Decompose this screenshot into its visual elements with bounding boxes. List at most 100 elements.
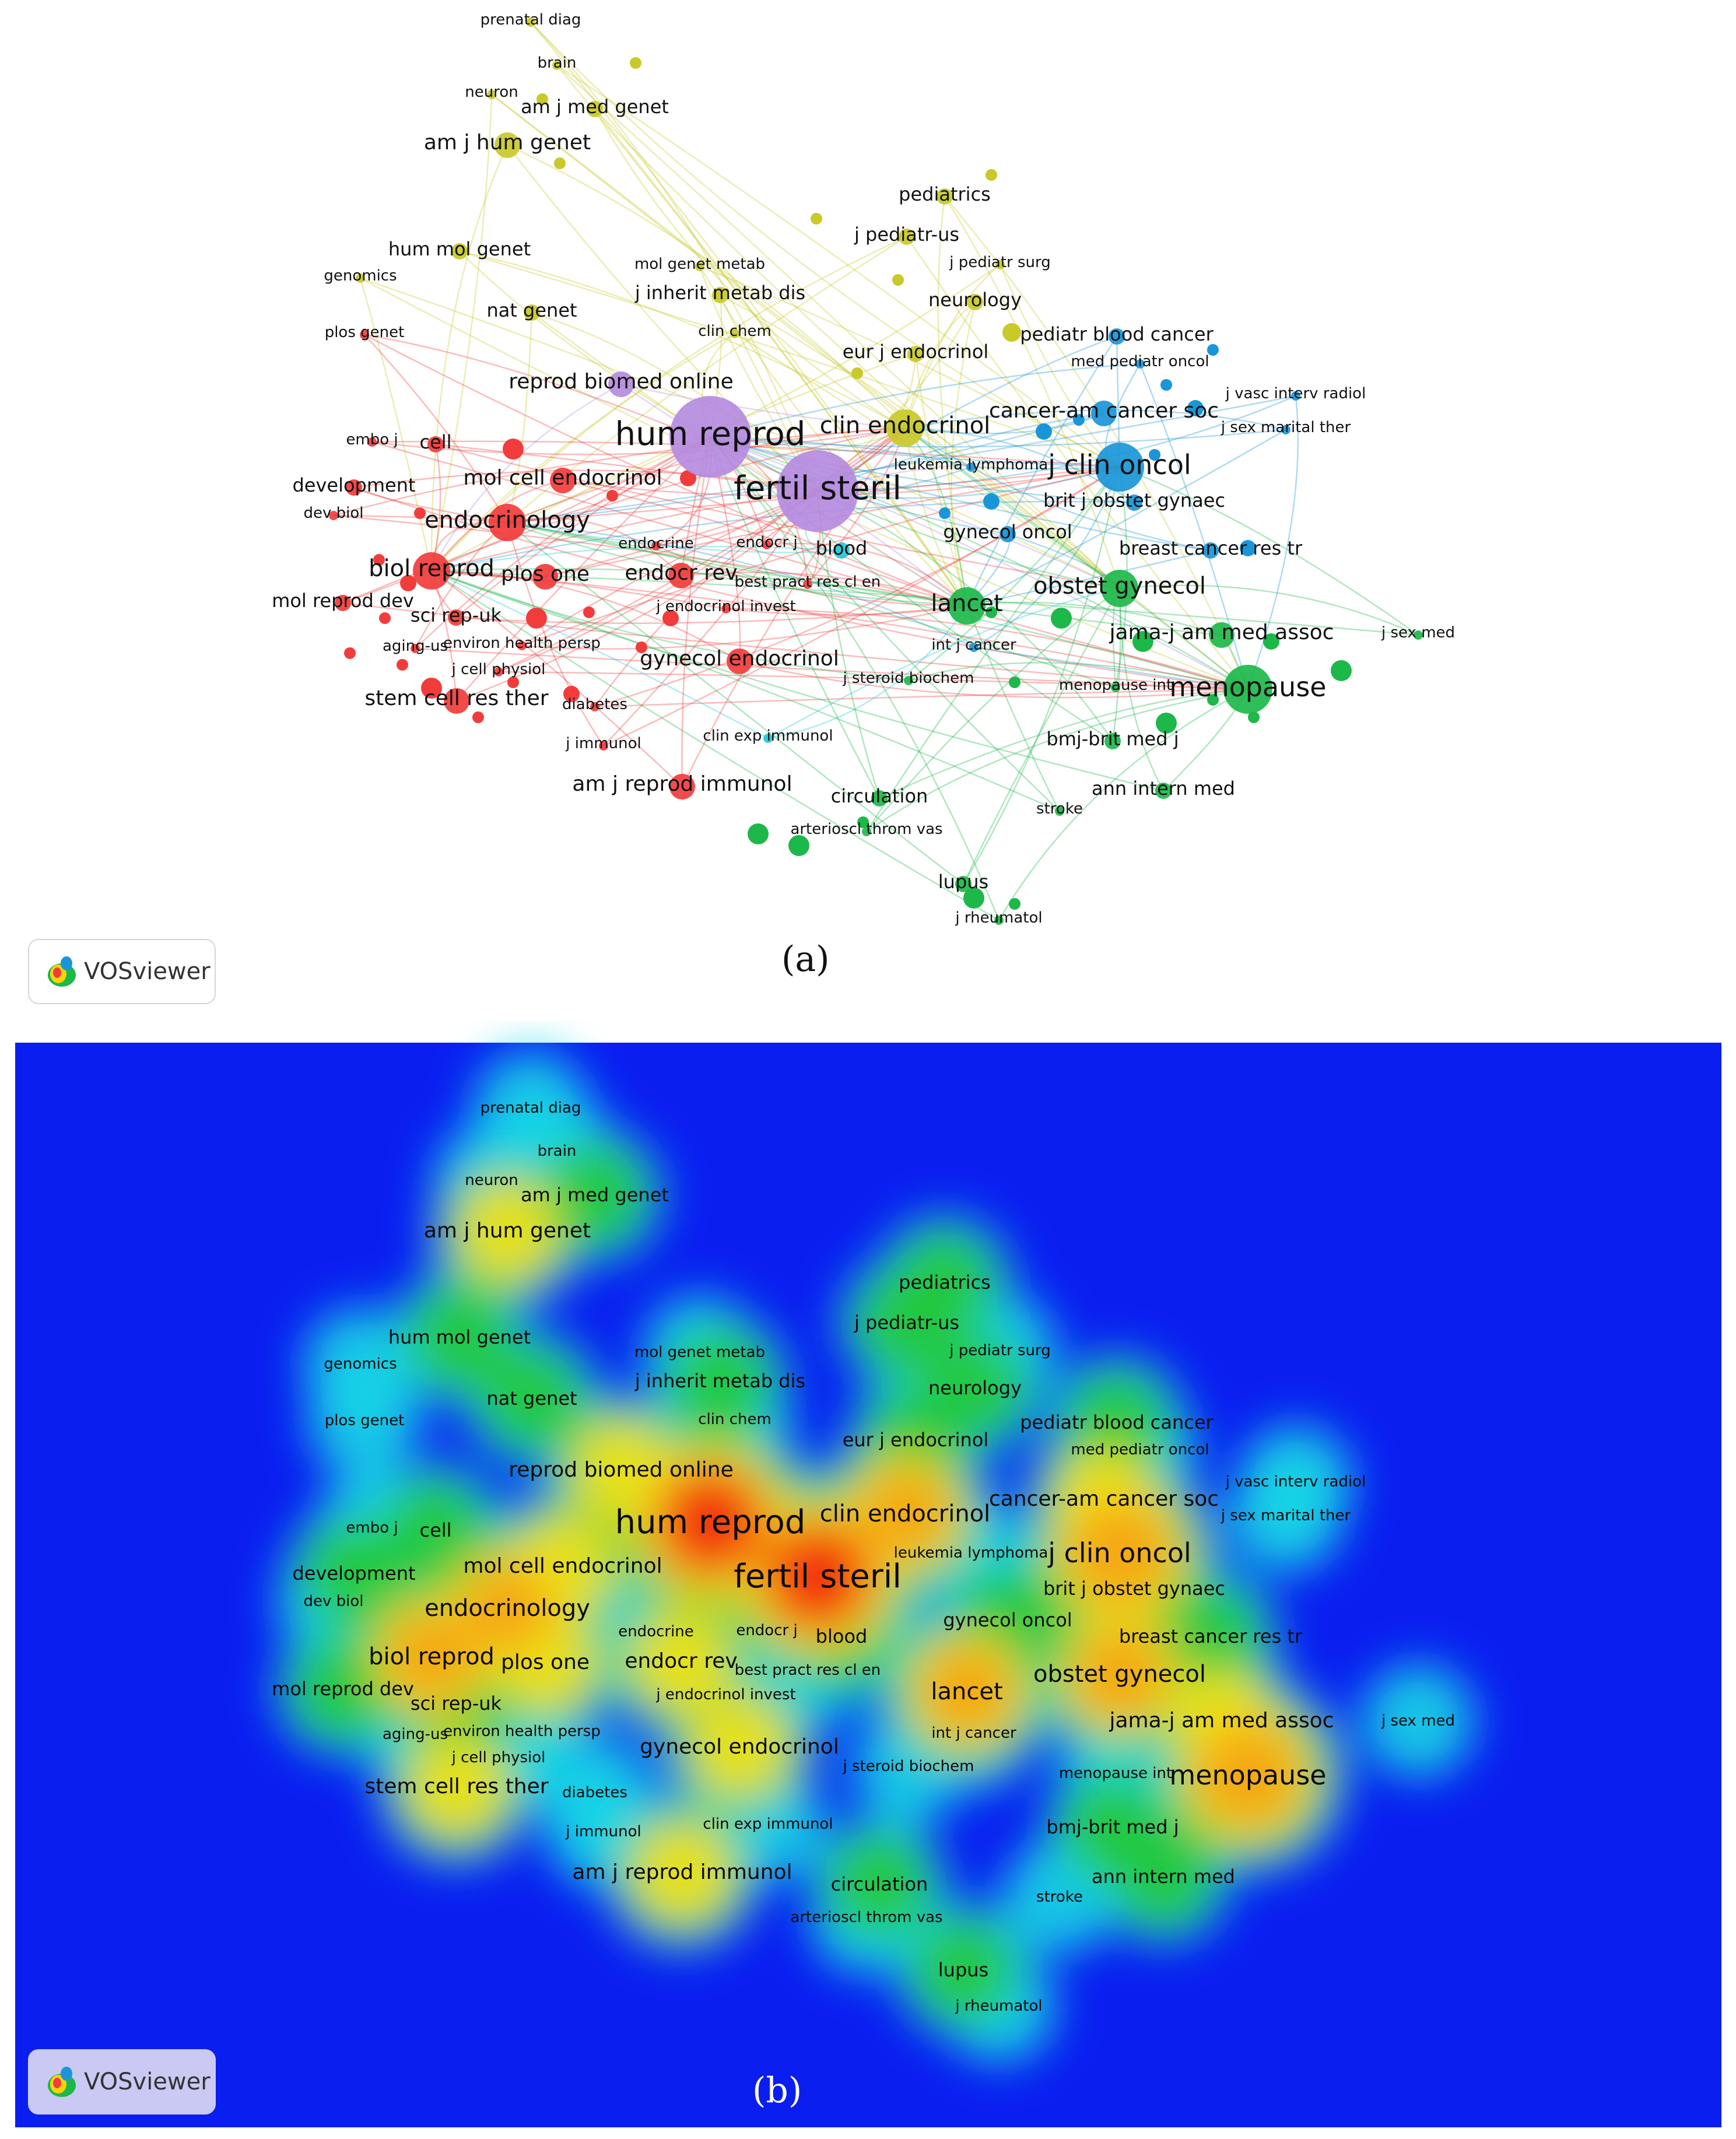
node-j-pediatr-surg[interactable] (995, 260, 1005, 269)
density-spot (658, 1470, 763, 1575)
node-lancet[interactable] (948, 587, 986, 625)
node-endocrinology[interactable] (489, 504, 526, 541)
node-genomics[interactable] (356, 273, 365, 283)
node-label-j-endocrinol-invest: j endocrinol invest (656, 598, 796, 615)
node-leukemia-lymphoma[interactable] (966, 462, 976, 472)
node-clin-endocrinol[interactable] (886, 409, 924, 447)
node-plos-one[interactable] (532, 564, 558, 590)
vosviewer-badge-a[interactable]: VOSviewer (28, 939, 216, 1004)
node-j-endocrinol-invest[interactable] (721, 604, 731, 613)
node-gynecol-endocrinol[interactable] (727, 648, 752, 674)
node-am-j-reprod-immunol[interactable] (669, 774, 695, 800)
node-am-j-hum-genet[interactable] (495, 132, 520, 158)
node-j-cell-physiol[interactable] (494, 667, 503, 676)
node-brit-j-obstet-gynaec[interactable] (1126, 495, 1142, 511)
network-map[interactable] (0, 0, 1736, 1021)
node-best-pract-res-cl-en[interactable] (803, 580, 812, 589)
node-dev-biol[interactable] (329, 511, 338, 520)
node-lupus[interactable] (955, 876, 972, 892)
node-eur-j-endocrinol[interactable] (907, 346, 924, 362)
node-menopause[interactable] (1223, 665, 1272, 714)
node-j-pediatr-us[interactable] (899, 229, 915, 245)
node-j-sex-med[interactable] (1414, 630, 1423, 640)
node-j-steroid-biochem[interactable] (904, 676, 913, 685)
node-clin-chem[interactable] (730, 329, 739, 338)
network-link (603, 466, 1120, 747)
node-hum-mol-genet[interactable] (451, 243, 468, 260)
node-neurology[interactable] (967, 294, 983, 310)
node-breast-cancer-res-tr[interactable] (1202, 542, 1219, 559)
density-spot (1074, 1629, 1165, 1720)
node-label-genomics: genomics (324, 267, 397, 285)
node-int-j-cancer[interactable] (969, 643, 979, 652)
node-pediatrics[interactable] (937, 188, 953, 205)
node-j-inherit-metab-dis[interactable] (712, 287, 728, 303)
network-link (531, 311, 818, 492)
network-link (353, 486, 508, 524)
node-label-pediatr-blood-cancer: pediatr blood cancer (1020, 323, 1214, 345)
node-stem-cell-res-ther[interactable] (444, 688, 469, 714)
node-aging-us[interactable] (411, 644, 420, 653)
network-link (904, 427, 1211, 552)
network-link (459, 250, 906, 429)
density-label-j-rheumatol: j rheumatol (955, 1997, 1043, 2015)
node-reprod-biomed-online[interactable] (608, 371, 634, 397)
node-biol-reprod[interactable] (413, 552, 450, 590)
node-embo-j[interactable] (367, 437, 377, 447)
node-blood[interactable] (833, 542, 850, 559)
node-mol-reprod-dev[interactable] (335, 595, 351, 611)
node-pediatr-blood-cancer[interactable] (1109, 328, 1125, 345)
node-j-vasc-interv-radiol[interactable] (1291, 391, 1300, 401)
node-endocr-rev[interactable] (668, 563, 694, 588)
vosviewer-badge-b[interactable]: VOSviewer (28, 2049, 216, 2115)
node-environ-health-persp[interactable] (517, 641, 527, 650)
node-j-rheumatol[interactable] (994, 916, 1004, 925)
node-development[interactable] (346, 479, 362, 496)
node-diabetes[interactable] (590, 702, 599, 711)
network-link (506, 522, 605, 746)
node-mol-cell-endocrinol[interactable] (550, 468, 576, 493)
node-brain[interactable] (552, 61, 562, 70)
node-cell[interactable] (427, 436, 444, 453)
minor-node (472, 711, 484, 723)
node-label-j-pediatr-us: j pediatr-us (854, 223, 960, 246)
node-j-immunol[interactable] (599, 741, 608, 751)
node-cancer-am-cancer-soc[interactable] (1091, 401, 1117, 426)
node-neuron[interactable] (487, 90, 496, 99)
node-prenatal-diag[interactable] (526, 17, 535, 27)
node-bmj-brit-med-j[interactable] (1104, 733, 1121, 749)
density-map[interactable] (0, 1021, 1736, 2139)
node-obstet-gynecol[interactable] (1101, 570, 1138, 607)
node-plos-genet[interactable] (360, 330, 369, 339)
node-jama-j-am-med-assoc[interactable] (1209, 622, 1235, 648)
node-menopause-int[interactable] (1111, 683, 1120, 692)
node-label-leukemia-lymphoma: leukemia lymphoma (893, 456, 1048, 474)
node-endocr-j[interactable] (762, 540, 771, 549)
node-med-pediatr-oncol[interactable] (1135, 359, 1145, 369)
density-label-aging-us: aging-us (382, 1726, 448, 1743)
node-nat-genet[interactable] (524, 304, 540, 321)
node-j-clin-oncol[interactable] (1095, 443, 1144, 492)
node-endocrine[interactable] (651, 541, 661, 550)
node-stroke[interactable] (1055, 806, 1064, 816)
node-mol-genet-metab[interactable] (695, 262, 704, 271)
node-gynecol-oncol[interactable] (999, 526, 1016, 542)
node-arterioscl-throm-vas[interactable] (862, 827, 871, 836)
node-hum-reprod[interactable] (669, 396, 751, 478)
node-clin-exp-immunol[interactable] (763, 734, 773, 743)
network-link (507, 264, 1001, 524)
network-link (491, 94, 1120, 589)
network-link (710, 363, 1141, 438)
node-am-j-med-genet[interactable] (587, 101, 603, 117)
node-sci-rep-uk[interactable] (448, 609, 464, 626)
density-label-embo-j: embo j (346, 1519, 398, 1537)
node-ann-intern-med[interactable] (1155, 783, 1172, 799)
network-link (725, 608, 1248, 690)
node-circulation[interactable] (871, 790, 888, 806)
node-label-breast-cancer-res-tr: breast cancer res tr (1118, 537, 1303, 559)
node-label-stroke: stroke (1036, 800, 1083, 818)
node-label-am-j-hum-genet: am j hum genet (423, 131, 591, 155)
node-fertil-steril[interactable] (777, 450, 858, 532)
node-j-sex-marital-ther[interactable] (1281, 425, 1290, 434)
minor-node (507, 676, 519, 688)
